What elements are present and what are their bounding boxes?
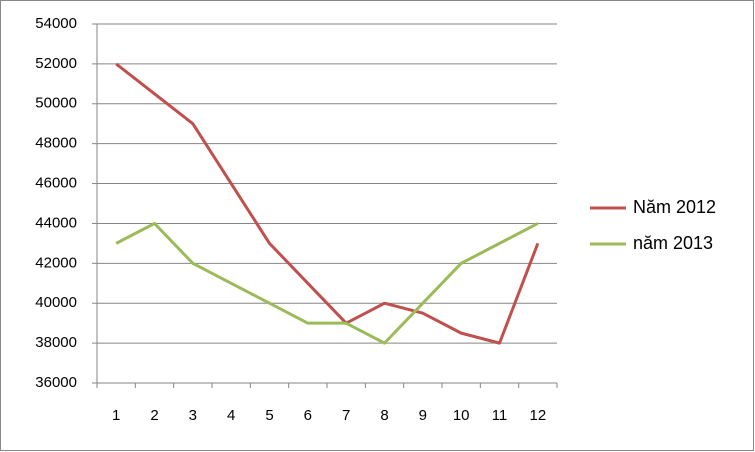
legend-label: Năm 2012 (633, 197, 716, 217)
x-tick-label: 4 (227, 407, 235, 424)
x-tick-label: 11 (492, 407, 508, 424)
legend-label: năm 2013 (633, 233, 713, 253)
x-tick-label: 5 (265, 407, 273, 424)
series-line (115, 62, 540, 345)
y-tick-label: 54000 (35, 15, 77, 32)
x-tick-label: 2 (150, 407, 158, 424)
x-tick-label: 3 (189, 407, 197, 424)
y-tick-label: 40000 (35, 294, 77, 311)
y-tick-label: 48000 (35, 135, 77, 152)
y-tick-label: 42000 (35, 254, 77, 271)
x-tick-label: 12 (529, 407, 546, 424)
x-tick-label: 1 (112, 407, 120, 424)
x-tick-label: 7 (342, 407, 350, 424)
x-tick-label: 10 (453, 407, 470, 424)
x-tick-label: 6 (304, 407, 312, 424)
y-tick-label: 52000 (35, 55, 77, 72)
y-tick-label: 36000 (35, 374, 77, 391)
y-tick-label: 44000 (35, 214, 77, 231)
x-tick-label: 9 (419, 407, 427, 424)
y-tick-label: 38000 (35, 334, 77, 351)
y-tick-label: 50000 (35, 95, 77, 112)
series-line (115, 221, 539, 345)
y-tick-label: 46000 (35, 175, 77, 192)
x-tick-label: 8 (380, 407, 388, 424)
